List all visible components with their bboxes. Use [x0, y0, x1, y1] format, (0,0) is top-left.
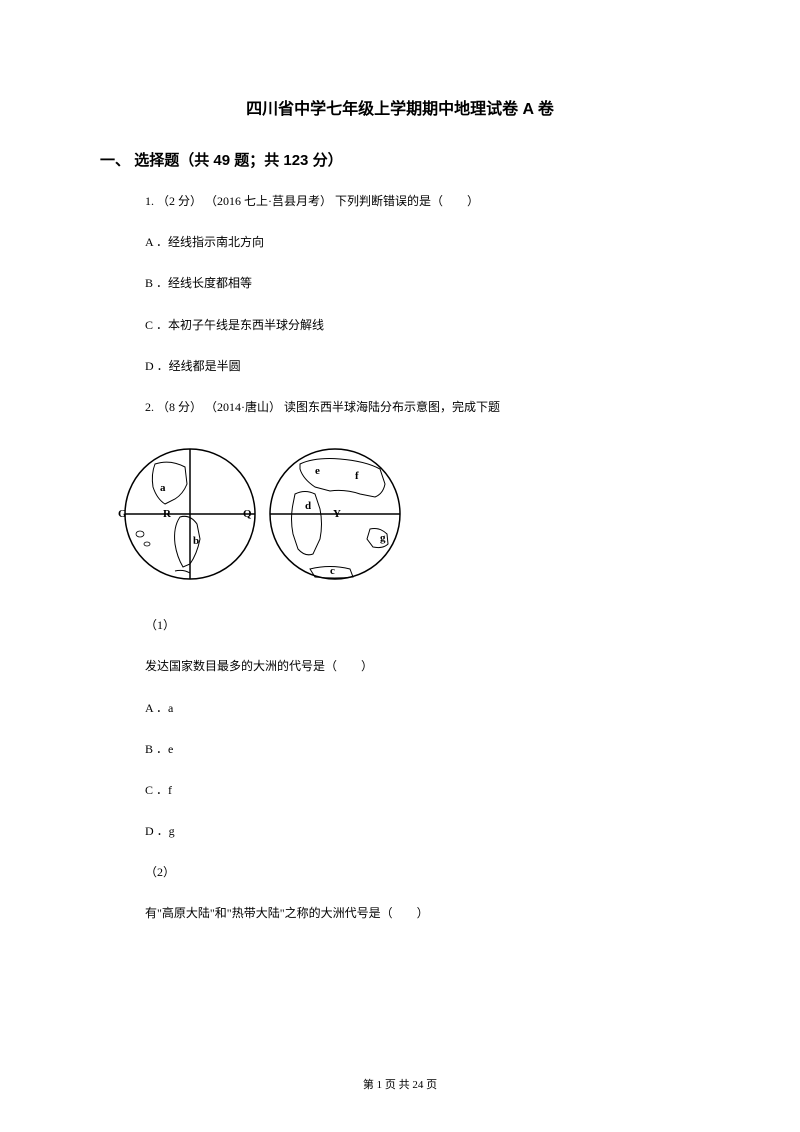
question-2: 2. （8 分） （2014·唐山） 读图东西半球海陆分布示意图，完成下题: [145, 398, 700, 417]
question-block: 1. （2 分） （2016 七上·莒县月考） 下列判断错误的是（ ） A ．经…: [100, 192, 700, 924]
island-1: [136, 531, 144, 537]
hemisphere-svg: a b G R Q e f d g c Y: [115, 439, 415, 589]
label-e: e: [315, 465, 320, 477]
antarctica-left: [175, 570, 190, 573]
q2-option-a: A ．a: [145, 699, 700, 718]
q2-sub2-text: 有"高原大陆"和"热带大陆"之称的大洲代号是（ ）: [145, 904, 700, 923]
section-header: 一、 选择题（共 49 题；共 123 分）: [100, 149, 700, 170]
label-Q: Q: [243, 508, 252, 520]
island-2: [144, 542, 150, 546]
label-c: c: [330, 565, 335, 577]
q1-option-d: D ．经线都是半圆: [145, 357, 700, 376]
label-Y: Y: [333, 508, 341, 520]
exam-title: 四川省中学七年级上学期期中地理试卷 A 卷: [100, 95, 700, 119]
q1-option-c: C ．本初子午线是东西半球分解线: [145, 316, 700, 335]
q1-source: （2016 七上·莒县月考）: [205, 194, 332, 208]
label-R: R: [163, 508, 172, 520]
q1-number: 1.: [145, 194, 154, 208]
q2-sub1-text: 发达国家数目最多的大洲的代号是（ ）: [145, 657, 700, 676]
q2-option-b: B ．e: [145, 740, 700, 759]
question-1: 1. （2 分） （2016 七上·莒县月考） 下列判断错误的是（ ）: [145, 192, 700, 211]
q2-number: 2.: [145, 400, 154, 414]
page-footer: 第 1 页 共 24 页: [0, 1076, 800, 1092]
label-a: a: [160, 482, 166, 494]
section-title: 选择题（共 49 题；共 123 分）: [134, 152, 342, 169]
q2-option-d: D ．g: [145, 822, 700, 841]
section-number: 一、: [100, 152, 130, 169]
label-f: f: [355, 470, 359, 482]
q2-source: （2014·唐山）: [205, 400, 281, 414]
label-b: b: [193, 535, 199, 547]
label-g: g: [380, 532, 386, 544]
q2-points: （8 分）: [157, 400, 202, 414]
label-d: d: [305, 500, 311, 512]
q1-option-b: B ．经线长度都相等: [145, 274, 700, 293]
north-america: [152, 462, 187, 504]
q1-text: 下列判断错误的是（ ）: [335, 194, 479, 208]
q2-sub2-number: （2）: [145, 863, 700, 882]
q1-option-a: A ．经线指示南北方向: [145, 233, 700, 252]
q2-text: 读图东西半球海陆分布示意图，完成下题: [284, 400, 500, 414]
eurasia: [300, 459, 385, 497]
q2-sub1-number: （1）: [145, 616, 700, 635]
q2-option-c: C ．f: [145, 781, 700, 800]
label-G: G: [118, 508, 127, 520]
hemisphere-diagram: a b G R Q e f d g c Y: [115, 439, 700, 594]
q1-points: （2 分）: [157, 194, 202, 208]
